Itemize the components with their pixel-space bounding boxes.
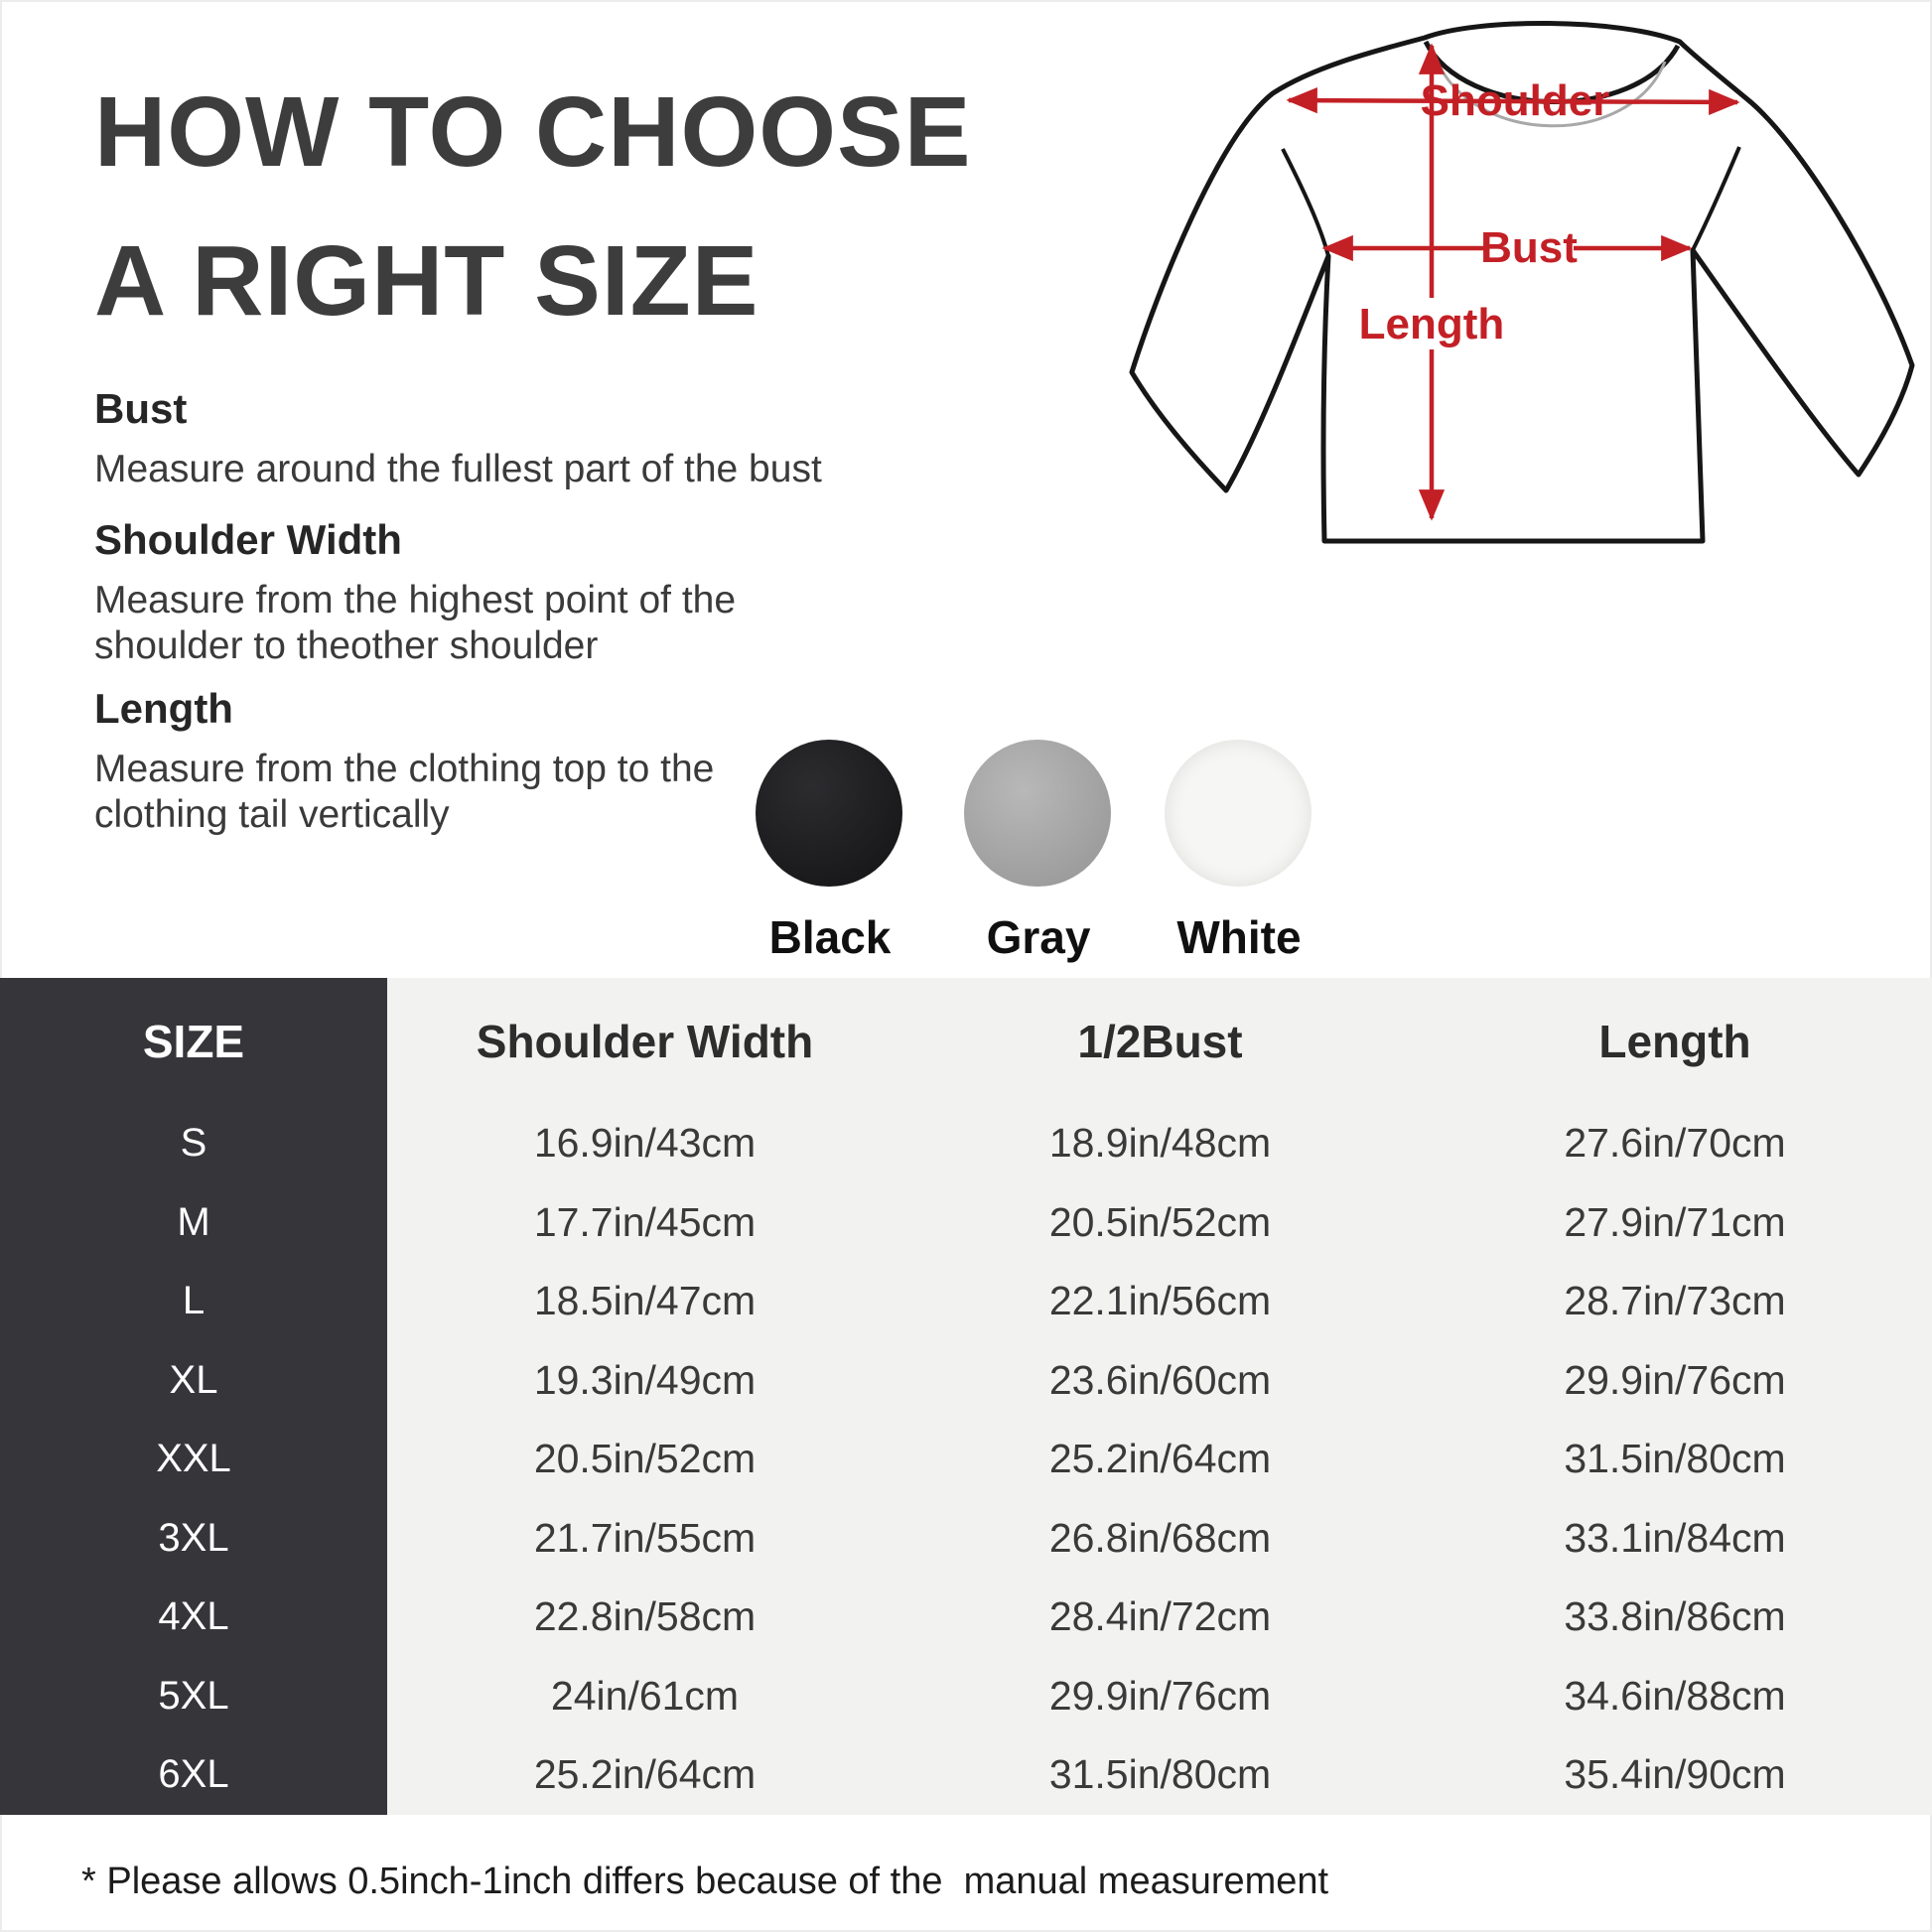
row-label-xxl: XXL — [0, 1420, 387, 1499]
title-line-2: A RIGHT SIZE — [94, 225, 759, 337]
gray-swatch-label: Gray — [986, 911, 1091, 963]
cell-l-length: 28.7in/73cm — [1564, 1278, 1786, 1324]
color-swatch-black: Black — [756, 740, 904, 964]
row-label-m: M — [0, 1182, 387, 1262]
cell-m-length: 27.9in/71cm — [1564, 1198, 1786, 1245]
length-arrow-label: Length — [1359, 300, 1505, 348]
bust-arrow-label: Bust — [1480, 223, 1578, 272]
row-label-6xl: 6XL — [0, 1735, 387, 1815]
title-line-1: HOW TO CHOOSE — [94, 76, 972, 188]
instruction-bust-text: Measure around the fullest part of the b… — [94, 448, 822, 490]
cell-xl-length: 29.9in/76cm — [1564, 1356, 1786, 1403]
cell-3xl-length: 33.1in/84cm — [1564, 1514, 1786, 1561]
cell-xl-shoulder: 19.3in/49cm — [533, 1356, 757, 1403]
instruction-shoulder-width: Shoulder Width Measure from the highest … — [94, 516, 736, 669]
row-label-xl: XL — [0, 1340, 387, 1420]
instruction-bust-heading: Bust — [94, 385, 188, 432]
instruction-length-text-line1: Measure from the clothing top to the — [94, 748, 715, 790]
cell-xxl-shoulder: 20.5in/52cm — [533, 1436, 757, 1482]
color-swatch-white: White — [1165, 740, 1313, 964]
cell-l-bust: 22.1in/56cm — [1048, 1278, 1272, 1324]
cell-s-bust: 18.9in/48cm — [1048, 1120, 1272, 1167]
cell-6xl-bust: 31.5in/80cm — [1048, 1751, 1272, 1798]
instruction-length: Length Measure from the clothing top to … — [94, 685, 714, 838]
instruction-shoulder-heading: Shoulder Width — [94, 516, 402, 563]
row-label-4xl: 4XL — [0, 1578, 387, 1657]
cell-5xl-bust: 29.9in/76cm — [1048, 1672, 1272, 1719]
black-swatch-circle — [756, 740, 902, 887]
table-header-size: SIZE — [0, 978, 387, 1104]
cell-xxl-length: 31.5in/80cm — [1564, 1436, 1786, 1482]
cell-5xl-shoulder: 24in/61cm — [550, 1672, 740, 1719]
tshirt-outline — [1129, 20, 1915, 544]
cell-4xl-shoulder: 22.8in/58cm — [533, 1593, 757, 1640]
instruction-length-heading: Length — [94, 685, 233, 732]
cell-m-bust: 20.5in/52cm — [1048, 1198, 1272, 1245]
shoulder-arrow — [1286, 87, 1740, 115]
instruction-bust: Bust Measure around the fullest part of … — [94, 385, 822, 492]
cell-xl-bust: 23.6in/60cm — [1048, 1356, 1272, 1403]
tshirt-right-seam — [1691, 146, 1741, 251]
cell-6xl-shoulder: 25.2in/64cm — [533, 1751, 757, 1798]
row-label-s: S — [0, 1104, 387, 1183]
row-label-5xl: 5XL — [0, 1656, 387, 1735]
measurement-disclaimer: * Please allows 0.5inch-1inch differs be… — [81, 1861, 1329, 1902]
shoulder-arrow-label: Shoulder — [1421, 76, 1610, 125]
tshirt-measurement-diagram: Shoulder Bust Length — [1129, 20, 1915, 544]
cell-4xl-bust: 28.4in/72cm — [1048, 1593, 1272, 1640]
table-header-shoulder-width: Shoulder Width — [476, 1015, 814, 1067]
cell-4xl-length: 33.8in/86cm — [1564, 1593, 1786, 1640]
black-swatch-label: Black — [768, 911, 892, 963]
cell-s-shoulder: 16.9in/43cm — [533, 1120, 757, 1167]
cell-3xl-bust: 26.8in/68cm — [1048, 1514, 1272, 1561]
cell-m-shoulder: 17.7in/45cm — [533, 1198, 757, 1245]
cell-s-length: 27.6in/70cm — [1564, 1120, 1786, 1167]
color-swatch-gray: Gray — [964, 740, 1113, 964]
size-chart-table: SIZE Shoulder Width 1/2Bust Length S 16.… — [0, 978, 1932, 1815]
instruction-length-text-line2: clothing tail vertically — [94, 793, 450, 836]
gray-swatch-circle — [964, 740, 1111, 887]
cell-3xl-shoulder: 21.7in/55cm — [533, 1514, 757, 1561]
row-label-3xl: 3XL — [0, 1498, 387, 1578]
page-title: HOW TO CHOOSE A RIGHT SIZE — [94, 58, 971, 355]
row-label-l: L — [0, 1262, 387, 1341]
instruction-shoulder-text-line2: shoulder to theother shoulder — [94, 624, 599, 667]
white-swatch-circle — [1165, 740, 1311, 887]
cell-l-shoulder: 18.5in/47cm — [533, 1278, 757, 1324]
table-header-half-bust: 1/2Bust — [1077, 1015, 1243, 1067]
cell-5xl-length: 34.6in/88cm — [1564, 1672, 1786, 1719]
cell-6xl-length: 35.4in/90cm — [1564, 1751, 1786, 1798]
cell-xxl-bust: 25.2in/64cm — [1048, 1436, 1272, 1482]
instruction-shoulder-text-line1: Measure from the highest point of the — [94, 579, 737, 621]
table-header-length: Length — [1598, 1015, 1751, 1067]
white-swatch-label: White — [1176, 911, 1302, 963]
